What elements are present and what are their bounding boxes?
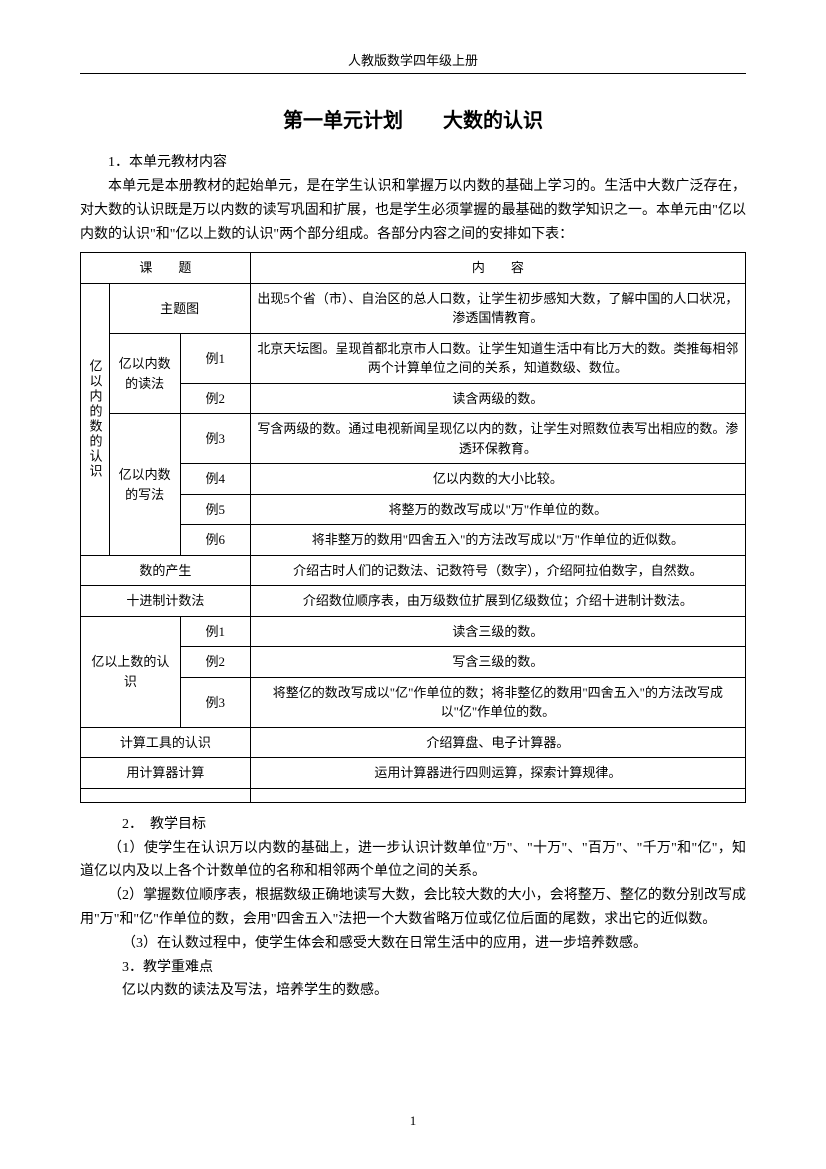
row-yys-li2-content: 写含三级的数。 [250, 647, 745, 678]
section-1-label: 1．本单元教材内容 [80, 151, 746, 171]
content-table: 课 题 内 容 亿以内的数的认识 主题图 出现5个省（市）、自治区的总人口数，让… [80, 252, 746, 803]
row-jisuan-tool-content: 介绍算盘、电子计算器。 [250, 727, 745, 758]
row-jisuanqi: 用计算器计算 [81, 758, 251, 789]
row-zhutitu-content: 出现5个省（市）、自治区的总人口数，让学生初步感知大数，了解中国的人口状况，渗透… [250, 283, 745, 333]
row-li6-content: 将非整万的数用"四舍五入"的方法改写成以"万"作单位的近似数。 [250, 525, 745, 556]
row-li6: 例6 [180, 525, 250, 556]
row-li1: 例1 [180, 333, 250, 383]
row-jisuanqi-content: 运用计算器进行四则运算，探索计算规律。 [250, 758, 745, 789]
difficult-text: 亿以内数的读法及写法，培养学生的数感。 [80, 979, 746, 1003]
row-jisuan-tool: 计算工具的认识 [81, 727, 251, 758]
row-empty-right [250, 788, 745, 802]
row-li3: 例3 [180, 414, 250, 464]
unit-title: 第一单元计划 大数的认识 [80, 104, 746, 133]
row-shijinzhi: 十进制计数法 [81, 586, 251, 617]
row-xiefa: 亿以内数的写法 [109, 414, 180, 556]
row-li2: 例2 [180, 383, 250, 414]
row-yiyinei-label: 亿以内的数的认识 [81, 283, 110, 555]
page-number: 1 [0, 1113, 826, 1129]
section-2-label: 2． 教学目标 [80, 813, 746, 837]
row-yys-li1-content: 读含三级的数。 [250, 616, 745, 647]
row-yys-li3: 例3 [180, 677, 250, 727]
doc-header: 人教版数学四年级上册 [80, 50, 746, 69]
section-1-text: 本单元是本册教材的起始单元，是在学生认识和掌握万以内数的基础上学习的。生活中大数… [80, 175, 746, 246]
row-chansheng: 数的产生 [81, 555, 251, 586]
row-dufa: 亿以内数的读法 [109, 333, 180, 414]
row-li3-content: 写含两级的数。通过电视新闻呈现亿以内的数，让学生对照数位表写出相应的数。渗透环保… [250, 414, 745, 464]
row-li1-content: 北京天坛图。呈现首都北京市人口数。让学生知道生活中有比万大的数。类推每相邻两个计… [250, 333, 745, 383]
row-yys-li3-content: 将整亿的数改写成以"亿"作单位的数；将非整亿的数用"四舍五入"的方法改写成以"亿… [250, 677, 745, 727]
row-chansheng-content: 介绍古时人们的记数法、记数符号（数字），介绍阿拉伯数字，自然数。 [250, 555, 745, 586]
goal-3: （3）在认数过程中，使学生体会和感受大数在日常生活中的应用，进一步培养数感。 [80, 932, 746, 956]
header-divider [80, 73, 746, 74]
row-zhutitu: 主题图 [109, 283, 250, 333]
row-li5-content: 将整万的数改写成以"万"作单位的数。 [250, 494, 745, 525]
th-content: 内 容 [250, 253, 745, 284]
row-li4-content: 亿以内数的大小比较。 [250, 464, 745, 495]
row-empty-left [81, 788, 251, 802]
row-li4: 例4 [180, 464, 250, 495]
row-li5: 例5 [180, 494, 250, 525]
row-yiyishang: 亿以上数的认识 [81, 616, 181, 727]
row-yys-li1: 例1 [180, 616, 250, 647]
th-topic: 课 题 [81, 253, 251, 284]
section-3-label: 3．教学重难点 [80, 956, 746, 980]
goal-1: （1）使学生在认识万以内数的基础上，进一步认识计数单位"万"、"十万"、"百万"… [80, 837, 746, 885]
row-shijinzhi-content: 介绍数位顺序表，由万级数位扩展到亿级数位；介绍十进制计数法。 [250, 586, 745, 617]
goal-2: （2）掌握数位顺序表，根据数级正确地读写大数，会比较大数的大小，会将整万、整亿的… [80, 884, 746, 932]
row-yys-li2: 例2 [180, 647, 250, 678]
row-li2-content: 读含两级的数。 [250, 383, 745, 414]
